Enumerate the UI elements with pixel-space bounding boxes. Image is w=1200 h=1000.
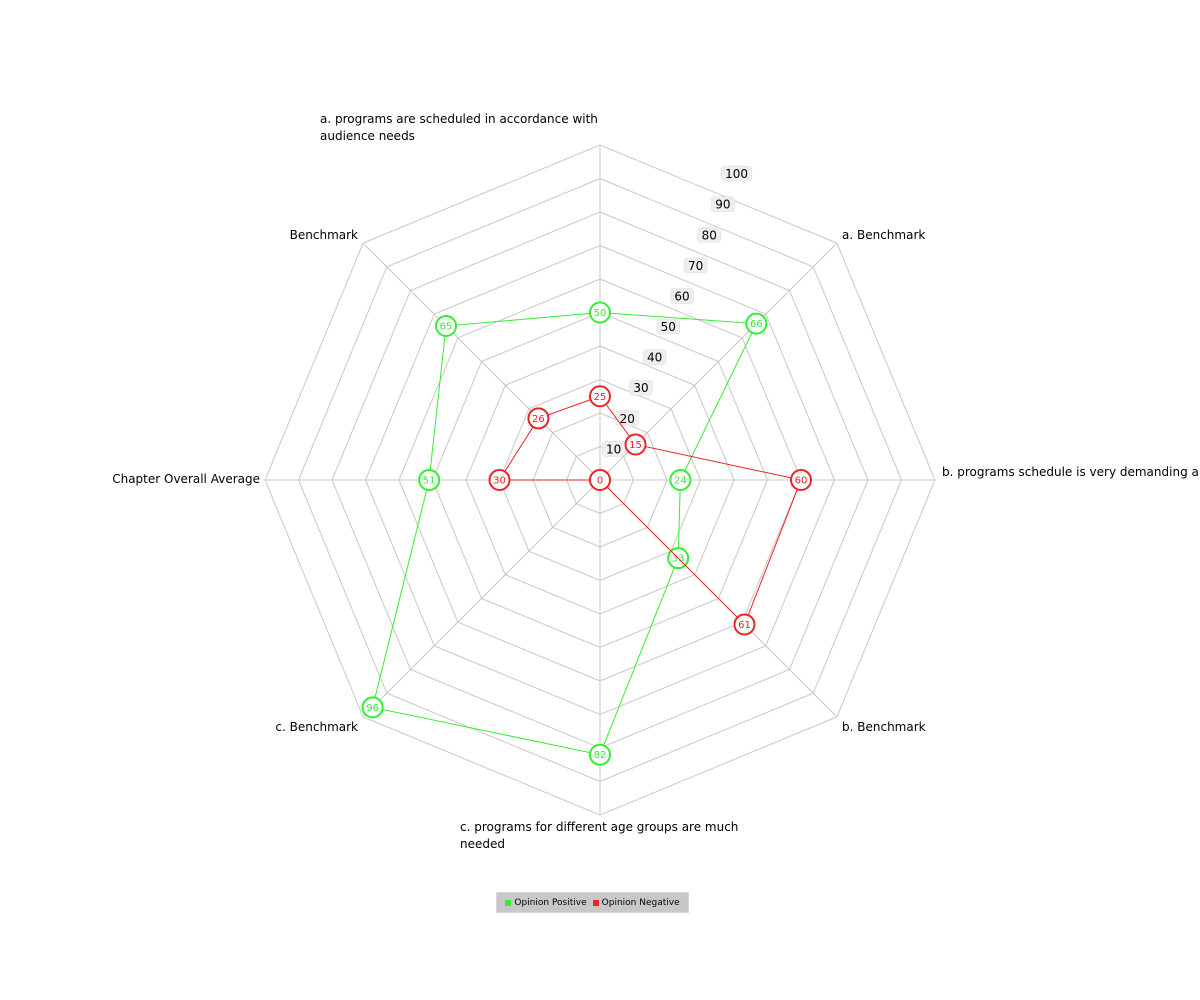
series-negative: 25 15 60 61 0 30 26: [488, 385, 812, 636]
tick-label: 10: [601, 441, 626, 457]
svg-text:70: 70: [688, 259, 703, 273]
legend-swatch-negative: [592, 899, 599, 906]
tick-label: 90: [711, 196, 735, 212]
svg-text:100: 100: [725, 167, 748, 181]
data-point: 65: [435, 315, 458, 338]
tick-label: 70: [683, 257, 708, 274]
svg-text:82: 82: [594, 750, 607, 761]
axis-spoke: [362, 242, 601, 481]
svg-text:30: 30: [493, 476, 506, 487]
tick-label: 30: [629, 379, 653, 396]
svg-text:25: 25: [594, 392, 607, 403]
legend: Opinion Positive Opinion Negative: [496, 892, 689, 913]
svg-text:96: 96: [366, 703, 379, 714]
svg-text:51: 51: [423, 476, 436, 487]
axis-label: Chapter Overall Average: [112, 472, 260, 486]
axis-label: a. Benchmark: [842, 228, 925, 242]
axis-label: a. programs are scheduled in accordance …: [320, 112, 598, 143]
data-point: 96: [361, 696, 384, 719]
tick-label: 60: [670, 288, 694, 304]
legend-item-positive: Opinion Positive: [505, 897, 587, 908]
svg-text:26: 26: [532, 414, 545, 425]
legend-item-negative: Opinion Negative: [592, 897, 680, 908]
svg-text:24: 24: [674, 476, 687, 487]
svg-text:50: 50: [661, 320, 676, 334]
data-point: 51: [418, 469, 441, 491]
data-point: 15: [624, 433, 647, 456]
data-point: 26: [527, 407, 550, 430]
svg-text:15: 15: [629, 440, 642, 451]
svg-text:40: 40: [647, 351, 662, 365]
legend-swatch-positive: [505, 899, 512, 906]
series-positive: 50 66 24 33 82 96 51 65: [361, 301, 768, 766]
data-point: 25: [589, 385, 611, 408]
series-line: [498, 395, 802, 626]
data-point: 24: [669, 469, 692, 491]
svg-text:90: 90: [715, 198, 730, 212]
svg-text:20: 20: [620, 412, 635, 426]
axis-label: Benchmark: [290, 228, 358, 242]
svg-text:80: 80: [702, 228, 717, 242]
axis-label: c. Benchmark: [275, 720, 358, 734]
svg-text:66: 66: [750, 319, 763, 330]
data-series: 50 66 24 33 82 96 51 65 25 15 60 61 0 30 26: [361, 301, 812, 766]
data-point: 60: [790, 469, 812, 491]
svg-text:65: 65: [440, 322, 453, 333]
axis-label: b. Benchmark: [842, 720, 926, 734]
svg-text:60: 60: [674, 289, 689, 303]
axis-spoke: [362, 479, 601, 718]
tick-label: 50: [656, 318, 681, 335]
radial-tick-labels: 10 20 30 40 50 60 70 80 90 100: [601, 165, 753, 457]
data-point: 82: [589, 743, 611, 766]
data-point: 50: [589, 301, 611, 324]
data-point: 66: [745, 312, 768, 335]
data-point: 61: [733, 613, 756, 636]
data-point: 0: [589, 469, 611, 491]
tick-label: 80: [697, 227, 722, 243]
svg-text:60: 60: [795, 476, 808, 487]
tick-label: 20: [615, 410, 640, 427]
svg-text:0: 0: [597, 476, 603, 487]
axis-label: c. programs for different age groups are…: [460, 820, 738, 851]
tick-label: 40: [642, 349, 667, 365]
data-point: 30: [488, 469, 511, 491]
legend-label-positive: Opinion Positive: [514, 897, 587, 908]
series-line: [371, 311, 758, 756]
axis-label: b. programs schedule is very demanding a: [942, 465, 1199, 479]
svg-text:10: 10: [606, 442, 621, 456]
svg-text:61: 61: [738, 620, 751, 631]
svg-text:30: 30: [633, 381, 648, 395]
legend-label-negative: Opinion Negative: [601, 897, 680, 908]
svg-text:33: 33: [672, 554, 685, 565]
tick-label: 100: [721, 165, 753, 182]
svg-text:50: 50: [594, 308, 607, 319]
axis-labels: a. programs are scheduled in accordance …: [112, 112, 1199, 851]
